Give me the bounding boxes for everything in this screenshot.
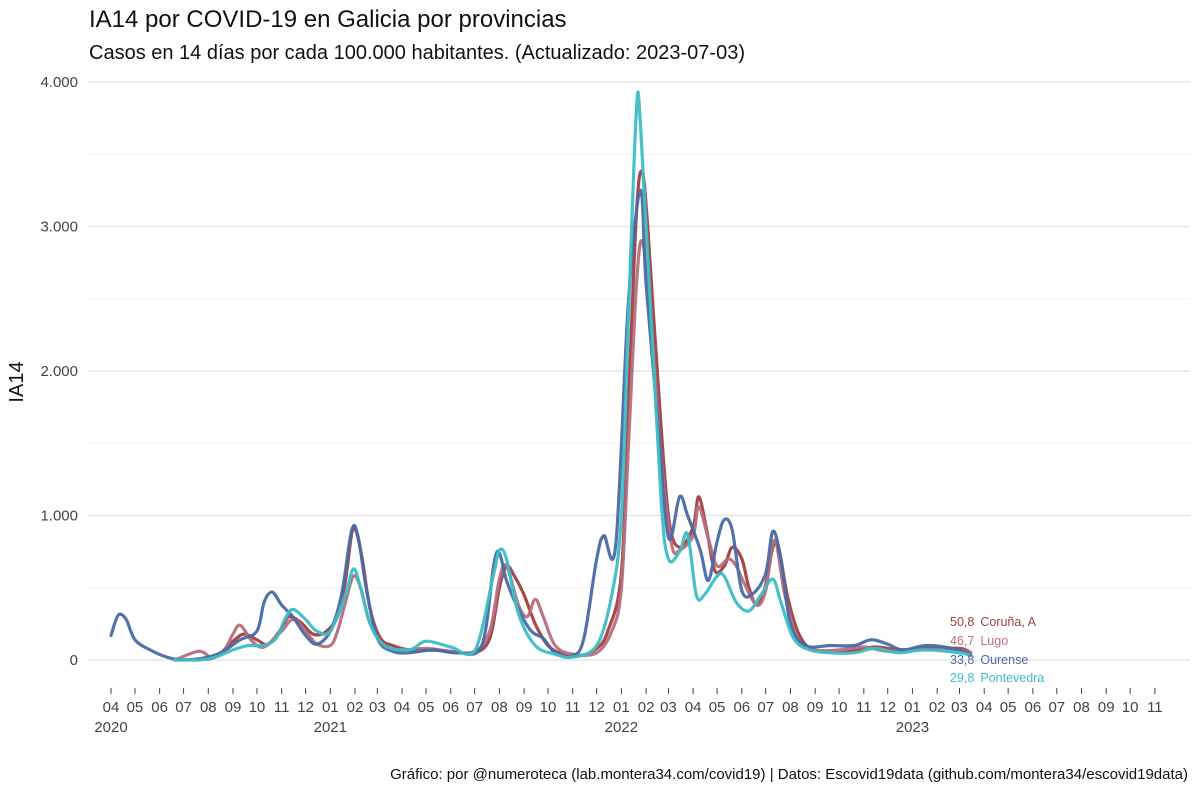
x-tick-label: 01 <box>322 699 339 716</box>
end-label-value: 50,8 <box>950 615 974 629</box>
end-label-coru-a-a: 50,8 Coruña, A <box>950 615 1037 629</box>
x-tick-label: 02 <box>929 699 946 716</box>
x-year-label: 2022 <box>605 719 638 736</box>
end-label-value: 33,8 <box>950 653 974 667</box>
x-tick-label: 06 <box>151 699 168 716</box>
x-tick-label: 11 <box>856 699 872 716</box>
end-label-name: Coruña, A <box>980 615 1036 629</box>
x-tick-label: 10 <box>540 699 557 716</box>
x-tick-label: 01 <box>613 699 630 716</box>
x-tick-label: 10 <box>1122 699 1139 716</box>
x-year-label: 2020 <box>94 719 127 736</box>
x-axis: 04 05 06 07 08 09 10 11 12 01 02 03 04 05 06 07 08 09 10 11… <box>94 688 1163 736</box>
end-labels: 50,8 Coruña, A 46,7 Lugo 33,8 Ourense 29,8 Pont… <box>950 615 1044 685</box>
chart-caption: Gráfico: por @numeroteca (lab.montera34.… <box>390 766 1188 783</box>
x-tick-label: 05 <box>709 699 726 716</box>
y-tick-label: 3.000 <box>40 219 78 236</box>
x-tick-label: 04 <box>685 699 702 716</box>
x-tick-label: 07 <box>757 699 774 716</box>
end-label-ourense: 33,8 Ourense <box>950 653 1028 667</box>
x-tick-label: 09 <box>1098 699 1115 716</box>
y-axis: 0 1.000 2.000 3.000 4.000 IA14 <box>6 74 78 669</box>
x-tick-label: 07 <box>466 699 483 716</box>
x-tick-label: 06 <box>1025 699 1042 716</box>
x-tick-label: 12 <box>297 699 314 716</box>
x-tick-label: 12 <box>879 699 896 716</box>
x-tick-label: 10 <box>249 699 266 716</box>
series-line-lugo <box>173 239 973 662</box>
series-line-pontevedra <box>173 90 973 662</box>
series-lines <box>109 90 973 662</box>
x-tick-label: 11 <box>274 699 290 716</box>
x-tick-label: 06 <box>442 699 459 716</box>
x-tick-label: 08 <box>200 699 217 716</box>
y-tick-label: 0 <box>70 652 78 669</box>
x-tick-label: 09 <box>807 699 824 716</box>
end-label-value: 29,8 <box>950 671 974 685</box>
y-axis-title: IA14 <box>6 361 28 402</box>
end-label-name: Ourense <box>980 653 1028 667</box>
end-label-name: Pontevedra <box>980 671 1044 685</box>
end-label-value: 46,7 <box>950 634 974 648</box>
x-tick-label: 04 <box>103 699 120 716</box>
end-label-lugo: 46,7 Lugo <box>950 634 1008 648</box>
x-tick-label: 08 <box>1073 699 1090 716</box>
x-year-label: 2023 <box>896 719 929 736</box>
chart-subtitle: Casos en 14 días por cada 100.000 habita… <box>89 42 745 64</box>
y-tick-label: 4.000 <box>40 74 78 91</box>
x-tick-label: 08 <box>782 699 799 716</box>
x-tick-label: 11 <box>565 699 581 716</box>
x-tick-label: 03 <box>369 699 386 716</box>
series-line-ourense <box>109 188 973 662</box>
x-tick-label: 04 <box>394 699 411 716</box>
x-tick-label: 07 <box>1048 699 1065 716</box>
series-line-coru-a-a <box>173 169 973 662</box>
x-tick-label: 12 <box>588 699 605 716</box>
x-year-label: 2021 <box>314 719 347 736</box>
x-tick-label: 05 <box>418 699 435 716</box>
x-tick-label: 01 <box>904 699 921 716</box>
x-tick-label: 09 <box>225 699 242 716</box>
x-tick-label: 07 <box>175 699 192 716</box>
end-label-name: Lugo <box>980 634 1008 648</box>
x-tick-label: 08 <box>491 699 508 716</box>
x-tick-label: 05 <box>127 699 144 716</box>
x-tick-label: 06 <box>733 699 750 716</box>
x-tick-label: 02 <box>638 699 655 716</box>
x-tick-label: 09 <box>516 699 533 716</box>
x-tick-label: 03 <box>660 699 677 716</box>
x-tick-label: 05 <box>1000 699 1017 716</box>
x-tick-label: 04 <box>976 699 993 716</box>
x-tick-label: 11 <box>1147 699 1163 716</box>
x-tick-label: 02 <box>347 699 364 716</box>
gridlines <box>88 81 1190 661</box>
end-label-pontevedra: 29,8 Pontevedra <box>950 671 1044 685</box>
y-tick-label: 1.000 <box>40 508 78 525</box>
x-tick-label: 03 <box>951 699 968 716</box>
y-tick-label: 2.000 <box>40 363 78 380</box>
x-tick-label: 10 <box>831 699 848 716</box>
chart-title: IA14 por COVID-19 en Galicia por provinc… <box>89 6 567 33</box>
